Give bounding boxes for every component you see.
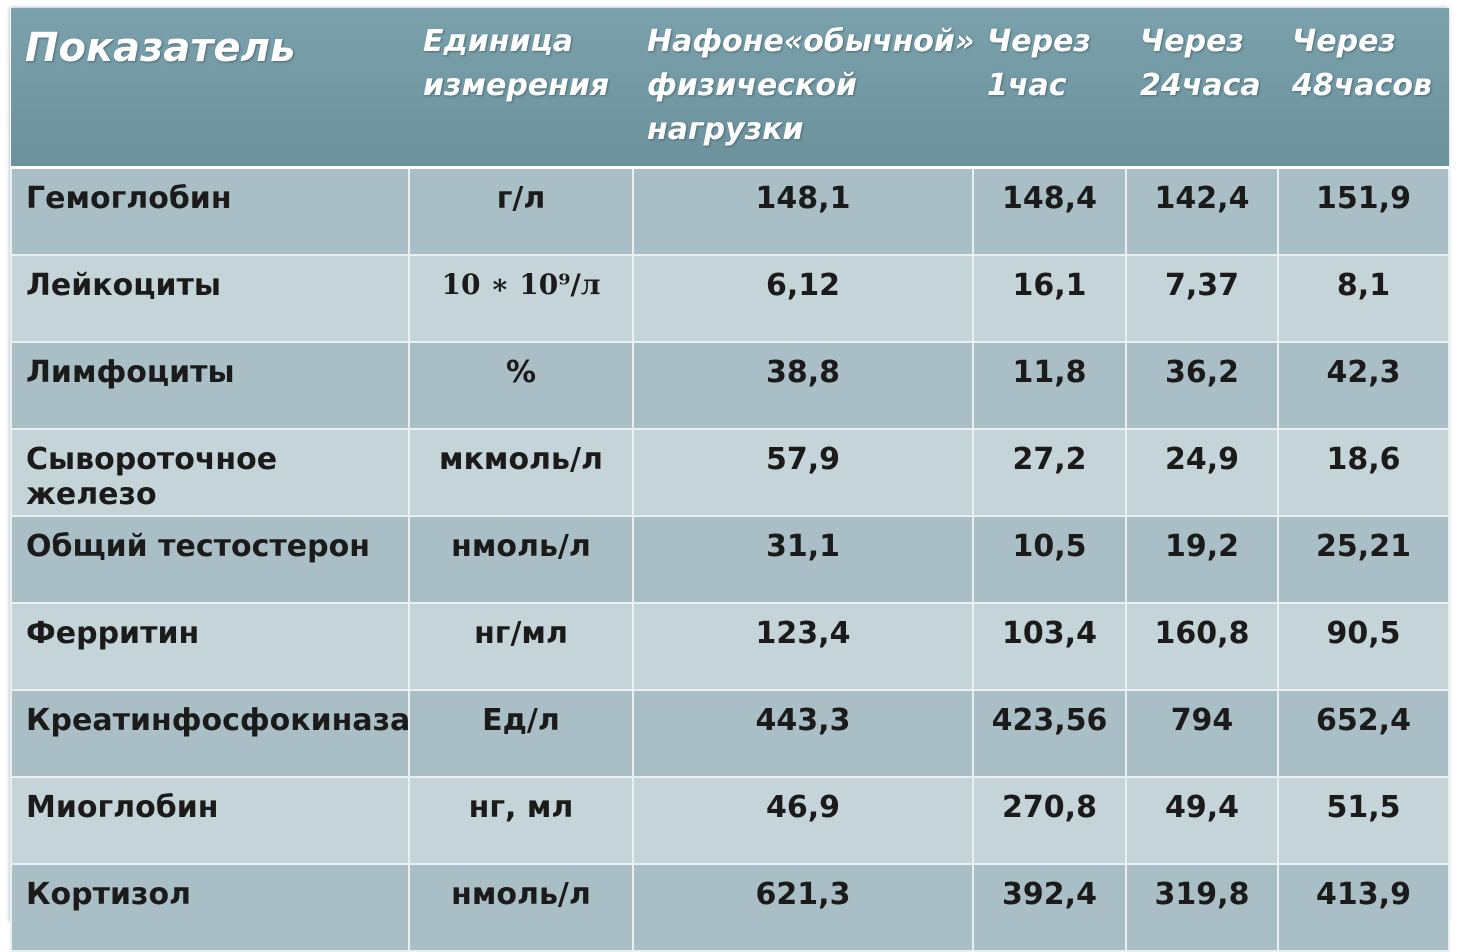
cell: Ед/л [408,689,634,778]
row-label: Кортизол [10,863,410,952]
header-cell: Через 1час [973,8,1126,169]
table-row: Кортизол нмоль/л 621,3 392,4 319,8 413,9 [10,863,1450,952]
table-row: Ферритин нг/мл 123,4 103,4 160,8 90,5 [10,602,1450,691]
cell: 151,9 [1277,166,1450,256]
table-body: Гемоглобин г/л 148,1 148,4 142,4 151,9 Лейкоци… [10,166,1450,952]
cell: 10 ∗ 10⁹/л [408,254,634,343]
cell: 148,1 [632,166,974,256]
cell: нг, мл [408,776,634,865]
cell: 6,12 [632,254,974,343]
row-label: Сывороточное железо [10,428,410,517]
data-table: Показатель Единица измерения Нафоне«обычно… [10,8,1450,952]
cell: 46,9 [632,776,974,865]
cell: 123,4 [632,602,974,691]
cell: 31,1 [632,515,974,604]
table-row: Лейкоциты 10 ∗ 10⁹/л 6,12 16,1 7,37 8,1 [10,254,1450,343]
cell: 51,5 [1277,776,1450,865]
cell: 270,8 [972,776,1127,865]
table-row: Миоглобин нг, мл 46,9 270,8 49,4 51,5 [10,776,1450,865]
table-container: Показатель Единица измерения Нафоне«обычно… [10,8,1450,952]
cell: 42,3 [1277,341,1450,430]
cell: 794 [1125,689,1279,778]
header-cell: Через 24часа [1126,8,1278,169]
header-cell: Нафоне«обычной» физической нагрузки [633,8,974,169]
row-label: Ферритин [10,602,410,691]
row-label: Лейкоциты [10,254,410,343]
cell: нг/мл [408,602,634,691]
cell: 160,8 [1125,602,1279,691]
cell: нмоль/л [408,863,634,952]
header-row: Показатель Единица измерения Нафоне«обычно… [11,8,1449,169]
cell: 148,4 [972,166,1127,256]
cell: 36,2 [1125,341,1279,430]
row-label: Гемоглобин [10,166,410,256]
cell: 443,3 [632,689,974,778]
cell: 57,9 [632,428,974,517]
cell: 90,5 [1277,602,1450,691]
cell: мкмоль/л [408,428,634,517]
table-row: Общий тестостерон нмоль/л 31,1 10,5 19,2 25,2… [10,515,1450,604]
row-label: Креатинфосфокиназа [10,689,410,778]
row-label: Лимфоциты [10,341,410,430]
cell: 18,6 [1277,428,1450,517]
cell: г/л [408,166,634,256]
cell: 392,4 [972,863,1127,952]
cell: 19,2 [1125,515,1279,604]
cell: 8,1 [1277,254,1450,343]
cell: 11,8 [972,341,1127,430]
cell: 413,9 [1277,863,1450,952]
cell: 142,4 [1125,166,1279,256]
table-row: Гемоглобин г/л 148,1 148,4 142,4 151,9 [10,166,1450,256]
table-row: Лимфоциты% 38,8 11,8 36,2 42,3 [10,341,1450,430]
cell: 49,4 [1125,776,1279,865]
cell: 621,3 [632,863,974,952]
cell: 319,8 [1125,863,1279,952]
header-cell: Показатель [11,8,409,169]
cell: % [408,341,634,430]
cell: нмоль/л [408,515,634,604]
table-row: Креатинфосфокиназа Ед/л 443,3 423,56 794 652,… [10,689,1450,778]
header-cell: Единица измерения [409,8,633,169]
table-row: Сывороточное железо мкмоль/л 57,9 27,2 24,9 1… [10,428,1450,517]
cell: 27,2 [972,428,1127,517]
cell: 38,8 [632,341,974,430]
header-cell: Через 48часов [1278,8,1449,169]
cell: 16,1 [972,254,1127,343]
row-label: Общий тестостерон [10,515,410,604]
cell: 10,5 [972,515,1127,604]
row-label: Миоглобин [10,776,410,865]
cell: 652,4 [1277,689,1450,778]
cell: 7,37 [1125,254,1279,343]
cell: 24,9 [1125,428,1279,517]
cell: 25,21 [1277,515,1450,604]
cell: 423,56 [972,689,1127,778]
cell: 103,4 [972,602,1127,691]
